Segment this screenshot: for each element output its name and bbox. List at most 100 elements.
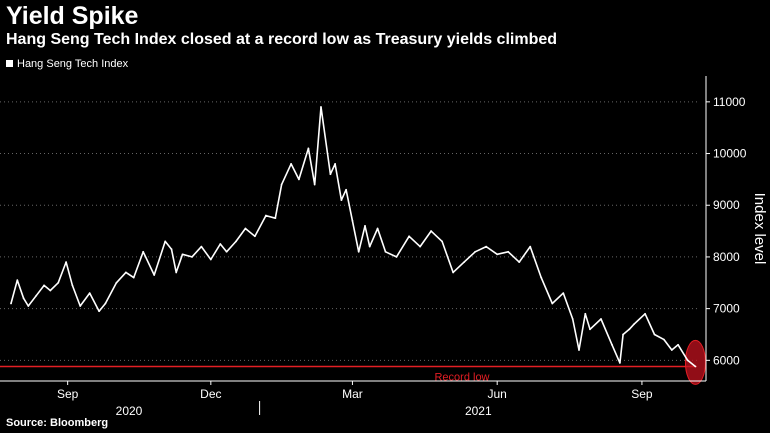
data-point [164, 240, 167, 243]
data-point [65, 261, 67, 264]
data-point [686, 359, 689, 362]
data-point [79, 305, 82, 307]
source-note: Source: Bloomberg [6, 417, 109, 429]
x-year-label: 2021 [465, 404, 492, 418]
data-point [235, 240, 237, 243]
data-point [496, 253, 499, 256]
y-tick-label: 8000 [713, 250, 740, 264]
data-point [191, 256, 193, 258]
x-tick-label: Jun [488, 387, 507, 401]
data-point [463, 261, 466, 264]
data-point [57, 281, 60, 284]
data-point [298, 178, 300, 181]
data-point [633, 323, 635, 326]
data-point [170, 248, 173, 251]
data-point [540, 276, 543, 279]
data-point [600, 318, 602, 320]
data-point [43, 284, 45, 287]
data-point [200, 245, 203, 248]
y-tick-label: 10000 [713, 147, 747, 161]
data-point [644, 312, 646, 315]
x-tick-label: Sep [57, 387, 79, 401]
data-point [670, 349, 673, 351]
data-point [209, 258, 212, 261]
data-point [611, 343, 613, 346]
data-point [124, 271, 127, 274]
record-low-label: Record low [434, 372, 489, 384]
y-tick-label: 11000 [713, 95, 746, 109]
data-point [115, 281, 118, 284]
data-point [175, 271, 178, 274]
data-point [49, 289, 52, 292]
series [10, 106, 697, 368]
data-point [153, 274, 156, 276]
data-point [518, 261, 521, 264]
record-low-highlight [684, 339, 706, 385]
data-point [441, 240, 444, 243]
data-point [280, 183, 283, 186]
y-axis-label: Index level [751, 193, 768, 265]
data-point [219, 243, 222, 245]
data-point [677, 343, 680, 346]
data-point [551, 302, 554, 305]
data-point [334, 162, 337, 165]
gridlines [0, 101, 697, 361]
data-point [622, 333, 624, 336]
data-point [395, 256, 398, 258]
chart-subtitle: Hang Seng Tech Index closed at a record … [6, 31, 558, 48]
series-line-hang-seng-tech [10, 106, 696, 368]
chart-title: Yield Spike [6, 2, 139, 30]
data-point [589, 328, 591, 331]
data-point [357, 250, 360, 253]
data-point [104, 302, 107, 305]
data-point [132, 276, 135, 279]
axes: 6000 7000 8000 9000 10000 11000 Index level Sep… [0, 76, 768, 418]
y-tick-label: 7000 [713, 302, 740, 316]
x-tick-label: Sep [631, 387, 653, 401]
x-year-label: 2020 [116, 404, 143, 418]
data-point [452, 271, 455, 274]
data-point [368, 245, 371, 248]
data-point [290, 162, 292, 165]
data-point [320, 106, 322, 108]
data-point [244, 227, 247, 230]
data-point [619, 362, 621, 364]
data-point [507, 250, 510, 253]
data-point [27, 305, 30, 307]
data-point [340, 199, 343, 201]
data-point [88, 292, 91, 295]
x-tick-label: Dec [200, 387, 221, 401]
y-tick-label: 9000 [713, 198, 740, 212]
y-tick-label: 6000 [713, 353, 740, 367]
data-point [663, 338, 665, 341]
data-point [653, 333, 656, 336]
highlights [684, 339, 706, 385]
data-point [22, 297, 25, 300]
data-point [408, 235, 410, 238]
data-point [329, 173, 332, 176]
chart-legend: Hang Seng Tech Index [6, 58, 128, 70]
data-point [307, 147, 310, 150]
x-tick-label: Mar [342, 387, 363, 401]
data-point [181, 253, 184, 256]
legend-label: Hang Seng Tech Index [17, 58, 129, 70]
data-point [98, 310, 101, 313]
data-point [384, 250, 387, 253]
data-point [10, 302, 12, 305]
data-point [142, 250, 145, 253]
data-point [313, 183, 316, 186]
data-point [571, 318, 574, 320]
data-point [562, 292, 565, 295]
data-point [274, 217, 277, 220]
data-point [694, 365, 697, 368]
legend-swatch [6, 60, 13, 67]
data-point [264, 214, 267, 217]
data-point [351, 219, 354, 222]
data-point [584, 312, 587, 315]
data-point [529, 245, 532, 248]
data-point [16, 279, 19, 282]
data-point [474, 250, 477, 253]
data-point [364, 225, 366, 227]
data-point [376, 227, 379, 230]
